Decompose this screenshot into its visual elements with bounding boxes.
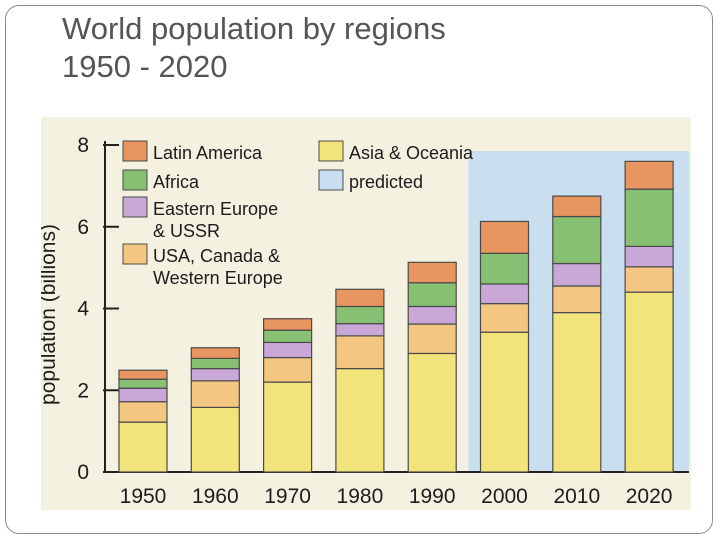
- bar-segment: [118, 387, 168, 403]
- legend-label: predicted: [349, 172, 423, 192]
- bar-segment: [624, 266, 674, 293]
- title-line-2: 1950 - 2020: [62, 49, 228, 84]
- x-tick-label: 1950: [120, 485, 167, 508]
- bar-segment: [263, 381, 313, 473]
- bar-segment: [118, 421, 168, 473]
- y-tick-label: 0: [77, 461, 89, 484]
- bar-segment: [552, 215, 602, 265]
- bar-segment: [190, 380, 240, 409]
- x-tick-label: 2020: [626, 485, 673, 508]
- bar-segment: [263, 318, 313, 331]
- bar-segment: [624, 188, 674, 247]
- x-tick-label: 1980: [337, 485, 384, 508]
- bar-segment: [479, 302, 530, 333]
- bar-segment: [624, 291, 674, 473]
- y-tick-label: 6: [77, 216, 89, 239]
- bar-segment: [552, 285, 602, 314]
- bar-segment: [479, 252, 530, 285]
- bar-segment: [190, 367, 240, 382]
- legend-label: USA, Canada &: [153, 246, 280, 266]
- chart-image: 0 2 4 6 8 population (billions) 1950 1960 1970 1…: [41, 117, 691, 510]
- title-line-1: World population by regions: [62, 11, 446, 46]
- bar-segment: [118, 369, 168, 380]
- x-tick-label: 1990: [409, 485, 456, 508]
- legend-swatch: [122, 140, 148, 162]
- legend-swatch: [318, 140, 344, 162]
- legend-swatch: [318, 169, 344, 191]
- slide-frame: [5, 5, 713, 534]
- bar-segment: [263, 329, 313, 344]
- bar-segment: [552, 195, 602, 218]
- bar-segment: [479, 331, 530, 473]
- bar-segment: [190, 347, 240, 359]
- x-tick-label: 1970: [264, 485, 311, 508]
- bar-segment: [118, 401, 168, 423]
- bar-segment: [407, 305, 457, 325]
- bar-segment: [552, 262, 602, 287]
- bar-segment: [407, 282, 457, 308]
- bar-segment: [263, 356, 313, 383]
- legend-swatch: [122, 169, 148, 191]
- legend-swatch: [122, 196, 148, 218]
- bar-segment: [479, 283, 530, 305]
- legend-label: Latin America: [153, 143, 263, 163]
- x-tick-label: 2010: [553, 485, 600, 508]
- bar-segment: [479, 220, 530, 254]
- bar-segment: [407, 352, 457, 473]
- bar-segment: [335, 323, 385, 337]
- legend-label-line2: Western Europe: [153, 268, 283, 288]
- y-tick-label: 2: [77, 379, 89, 402]
- bar-segment: [624, 245, 674, 268]
- bar-segment: [335, 288, 385, 308]
- x-tick-label: 2000: [481, 485, 528, 508]
- legend-label: Asia & Oceania: [349, 143, 474, 163]
- legend-label-line2: & USSR: [153, 221, 220, 241]
- stacked-bar-chart: 0 2 4 6 8 population (billions) 1950 1960 1970 1…: [41, 134, 689, 508]
- legend-label: Africa: [153, 172, 200, 192]
- bar-segment: [407, 323, 457, 355]
- legend-swatch: [122, 243, 148, 265]
- bar-segment: [335, 305, 385, 325]
- bar-segment: [552, 311, 602, 473]
- bar-segment: [407, 261, 457, 284]
- slide-title: World population by regions 1950 - 2020: [62, 10, 446, 86]
- bar-segment: [335, 335, 385, 370]
- y-tick-label: 4: [77, 298, 89, 321]
- bar-segment: [263, 341, 313, 359]
- y-tick-label: 8: [77, 134, 89, 157]
- legend-label: Eastern Europe: [153, 199, 278, 219]
- bar-segment: [335, 367, 385, 473]
- bar-segment: [190, 406, 240, 473]
- x-tick-label: 1960: [192, 485, 239, 508]
- bar-segment: [624, 160, 674, 190]
- bar-segment: [118, 378, 168, 389]
- y-axis-label: population (billions): [41, 224, 60, 405]
- bar-segment: [190, 357, 240, 370]
